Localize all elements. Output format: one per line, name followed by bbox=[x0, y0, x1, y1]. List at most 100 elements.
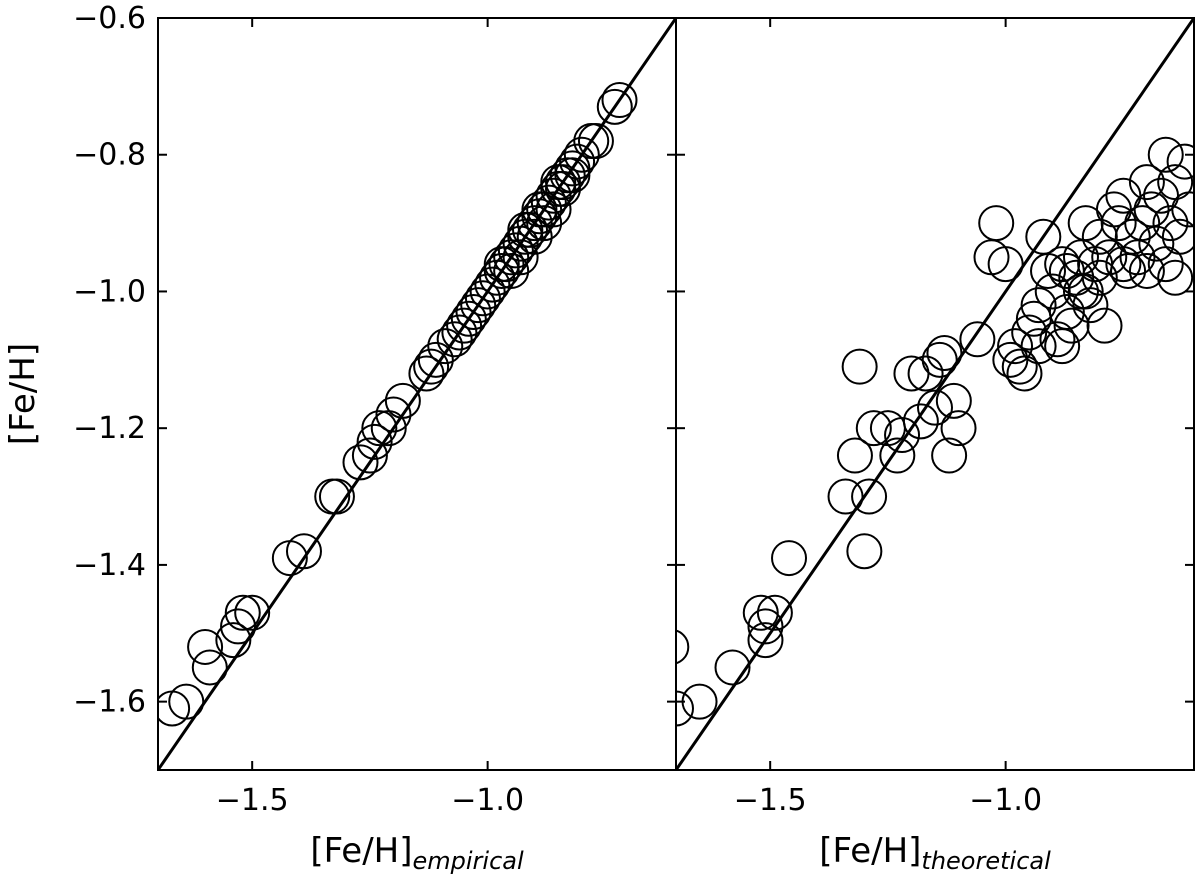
data-point-left-6 bbox=[224, 594, 261, 631]
panel-right-frame bbox=[675, 17, 1195, 771]
data-point-right-9 bbox=[827, 478, 864, 515]
data-point-left-65 bbox=[554, 157, 591, 194]
y-tick-label: −1.2 bbox=[73, 411, 146, 446]
data-point-left-5 bbox=[220, 608, 257, 645]
x-axis-label-left: [Fe/H]empirical bbox=[310, 831, 524, 875]
data-point-left-20 bbox=[413, 348, 450, 385]
data-point-right-19 bbox=[902, 403, 939, 440]
x-axis-label-right: [Fe/H]theoretical bbox=[819, 831, 1051, 875]
data-point-left-55 bbox=[493, 252, 530, 289]
data-point-right-48 bbox=[1072, 287, 1109, 324]
data-point-left-58 bbox=[516, 218, 553, 255]
data-point-left-40 bbox=[516, 205, 553, 242]
data-point-right-7 bbox=[756, 594, 793, 631]
data-point-right-68 bbox=[1166, 143, 1194, 180]
data-point-right-73 bbox=[1105, 246, 1142, 283]
data-point-right-29 bbox=[978, 205, 1015, 242]
data-point-right-42 bbox=[1044, 246, 1081, 283]
data-point-right-33 bbox=[1001, 348, 1038, 385]
data-point-right-14 bbox=[855, 410, 892, 447]
data-point-right-75 bbox=[1020, 287, 1057, 324]
data-point-right-16 bbox=[879, 437, 916, 474]
x-axis-label-right-main: [Fe/H] bbox=[819, 831, 921, 871]
data-point-left-56 bbox=[483, 246, 520, 283]
data-point-left-48 bbox=[554, 150, 591, 187]
data-point-right-30 bbox=[987, 246, 1024, 283]
data-point-right-57 bbox=[1114, 218, 1151, 255]
data-point-right-5 bbox=[747, 608, 784, 645]
data-point-left-8 bbox=[271, 540, 308, 577]
y-tick-label: −1.4 bbox=[73, 548, 146, 583]
data-point-right-15 bbox=[869, 410, 906, 447]
data-point-right-25 bbox=[935, 382, 972, 419]
data-point-right-62 bbox=[1138, 225, 1175, 262]
panel-left: −1.5 −1.0 −1.6 −1.4 −1.2 −1.0 −0.8 −0.6 [Fe/H]e… bbox=[73, 1, 677, 875]
data-point-left-53 bbox=[596, 88, 633, 125]
y-tick-label: −0.8 bbox=[73, 138, 146, 173]
data-point-right-44 bbox=[1053, 307, 1090, 344]
x-axis-label-left-main: [Fe/H] bbox=[310, 831, 412, 871]
data-point-left-52 bbox=[577, 123, 614, 160]
data-point-right-22 bbox=[921, 341, 958, 378]
data-point-left-9 bbox=[285, 533, 322, 570]
data-point-right-79 bbox=[1147, 246, 1184, 283]
data-point-left-21 bbox=[417, 341, 454, 378]
data-point-right-26 bbox=[940, 410, 977, 447]
data-point-left-19 bbox=[408, 355, 445, 392]
data-point-right-32 bbox=[997, 328, 1034, 365]
x-axis-label-left-sub: empirical bbox=[413, 847, 524, 875]
data-point-right-10 bbox=[836, 437, 873, 474]
data-point-left-2 bbox=[191, 649, 228, 686]
data-point-left-13 bbox=[351, 437, 388, 474]
data-point-left-24 bbox=[441, 314, 478, 351]
data-point-left-1 bbox=[168, 683, 205, 720]
panel-left-marks: −1.5 −1.0 −1.6 −1.4 −1.2 −1.0 −0.8 −0.6 bbox=[73, 1, 676, 818]
data-point-left-50 bbox=[563, 136, 600, 173]
data-point-left-18 bbox=[384, 382, 421, 419]
data-point-right-24 bbox=[931, 437, 968, 474]
data-point-left-61 bbox=[544, 170, 581, 207]
data-point-left-29 bbox=[464, 280, 501, 317]
data-point-right-28 bbox=[973, 239, 1010, 276]
data-point-right-8 bbox=[771, 540, 808, 577]
data-point-left-60 bbox=[535, 191, 572, 228]
panel-right: −1.5 −1.0 [Fe/H]theoretical bbox=[675, 17, 1195, 875]
data-point-left-36 bbox=[497, 232, 534, 269]
data-point-right-41 bbox=[1039, 321, 1076, 358]
data-point-right-1 bbox=[676, 690, 694, 727]
data-point-right-64 bbox=[1147, 136, 1184, 173]
data-point-left-23 bbox=[436, 321, 473, 358]
data-point-left-15 bbox=[361, 410, 398, 447]
data-point-right-65 bbox=[1152, 205, 1189, 242]
data-point-left-17 bbox=[375, 396, 412, 433]
data-point-right-76 bbox=[1044, 328, 1081, 365]
data-point-right-11 bbox=[841, 348, 878, 385]
data-point-left-57 bbox=[502, 239, 539, 276]
data-point-left-0 bbox=[158, 690, 191, 727]
y-tick-label: −1.0 bbox=[73, 274, 146, 309]
x-tick-label-left: −1.0 bbox=[451, 783, 524, 818]
data-point-right-35 bbox=[1011, 314, 1048, 351]
data-point-left-27 bbox=[455, 293, 492, 330]
data-point-right-71 bbox=[1067, 205, 1104, 242]
data-point-left-3 bbox=[187, 628, 224, 665]
data-point-right-37 bbox=[1020, 328, 1057, 365]
y-axis-label: [Fe/H] bbox=[3, 343, 43, 445]
panel-left-plot-area bbox=[158, 18, 676, 770]
data-point-left-62 bbox=[507, 211, 544, 248]
data-point-right-27 bbox=[959, 321, 996, 358]
identity-line-right bbox=[676, 18, 1194, 770]
data-point-right-13 bbox=[851, 478, 888, 515]
data-point-right-72 bbox=[1081, 259, 1118, 296]
data-point-right-12 bbox=[846, 533, 883, 570]
data-point-left-25 bbox=[446, 307, 483, 344]
y-tick-label: −1.6 bbox=[73, 685, 146, 720]
data-point-left-63 bbox=[521, 191, 558, 228]
x-axis-label-right-sub: theoretical bbox=[921, 847, 1051, 875]
panel-right-plot-area bbox=[676, 18, 1194, 770]
data-point-right-17 bbox=[884, 417, 921, 454]
data-point-right-78 bbox=[1157, 259, 1194, 296]
data-point-right-60 bbox=[1128, 164, 1165, 201]
data-point-right-6 bbox=[747, 622, 784, 659]
